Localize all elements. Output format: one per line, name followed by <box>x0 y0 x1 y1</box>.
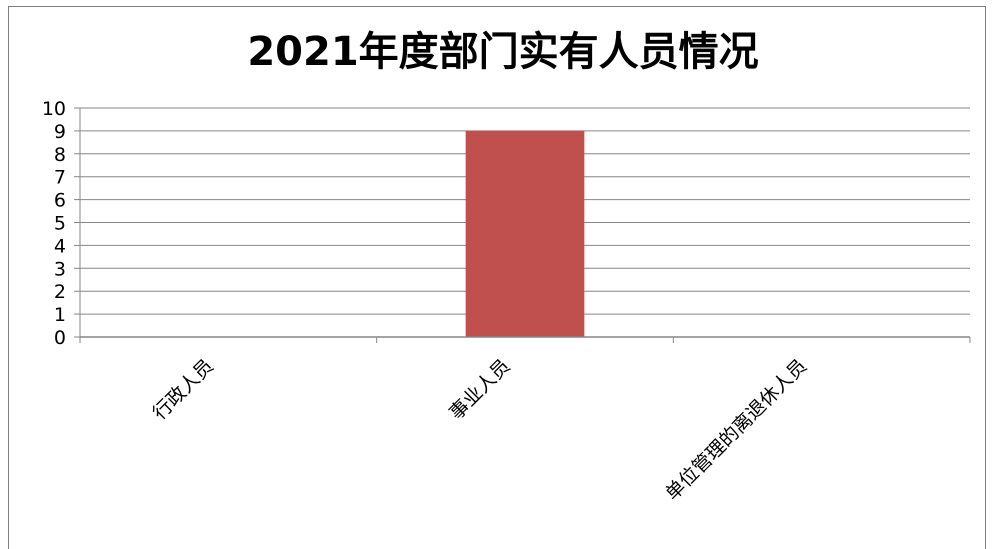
x-tick-label: 单位管理的离退休人员 <box>661 355 811 505</box>
x-tick-labels: 行政人员 事业人员 单位管理的离退休人员 <box>149 355 812 505</box>
y-tick-label: 10 <box>42 98 66 120</box>
bar <box>465 130 585 337</box>
y-tick-label: 2 <box>54 281 66 303</box>
y-tick-label: 1 <box>54 304 66 326</box>
y-tick-label: 6 <box>54 190 66 212</box>
chart-title: 2021年度部门实有人员情况 <box>247 29 758 75</box>
y-tick-label: 0 <box>54 327 66 349</box>
y-tick-label: 7 <box>54 167 66 189</box>
y-tick-label: 8 <box>54 144 66 166</box>
y-tick-label: 3 <box>54 258 66 280</box>
bars <box>465 130 585 337</box>
x-tick-label: 事业人员 <box>445 355 514 424</box>
y-tick-label: 4 <box>54 235 66 257</box>
y-tick-label: 5 <box>54 213 66 235</box>
y-tick-label: 9 <box>54 121 66 143</box>
x-tick-label: 行政人员 <box>149 355 218 424</box>
axes <box>74 107 971 343</box>
